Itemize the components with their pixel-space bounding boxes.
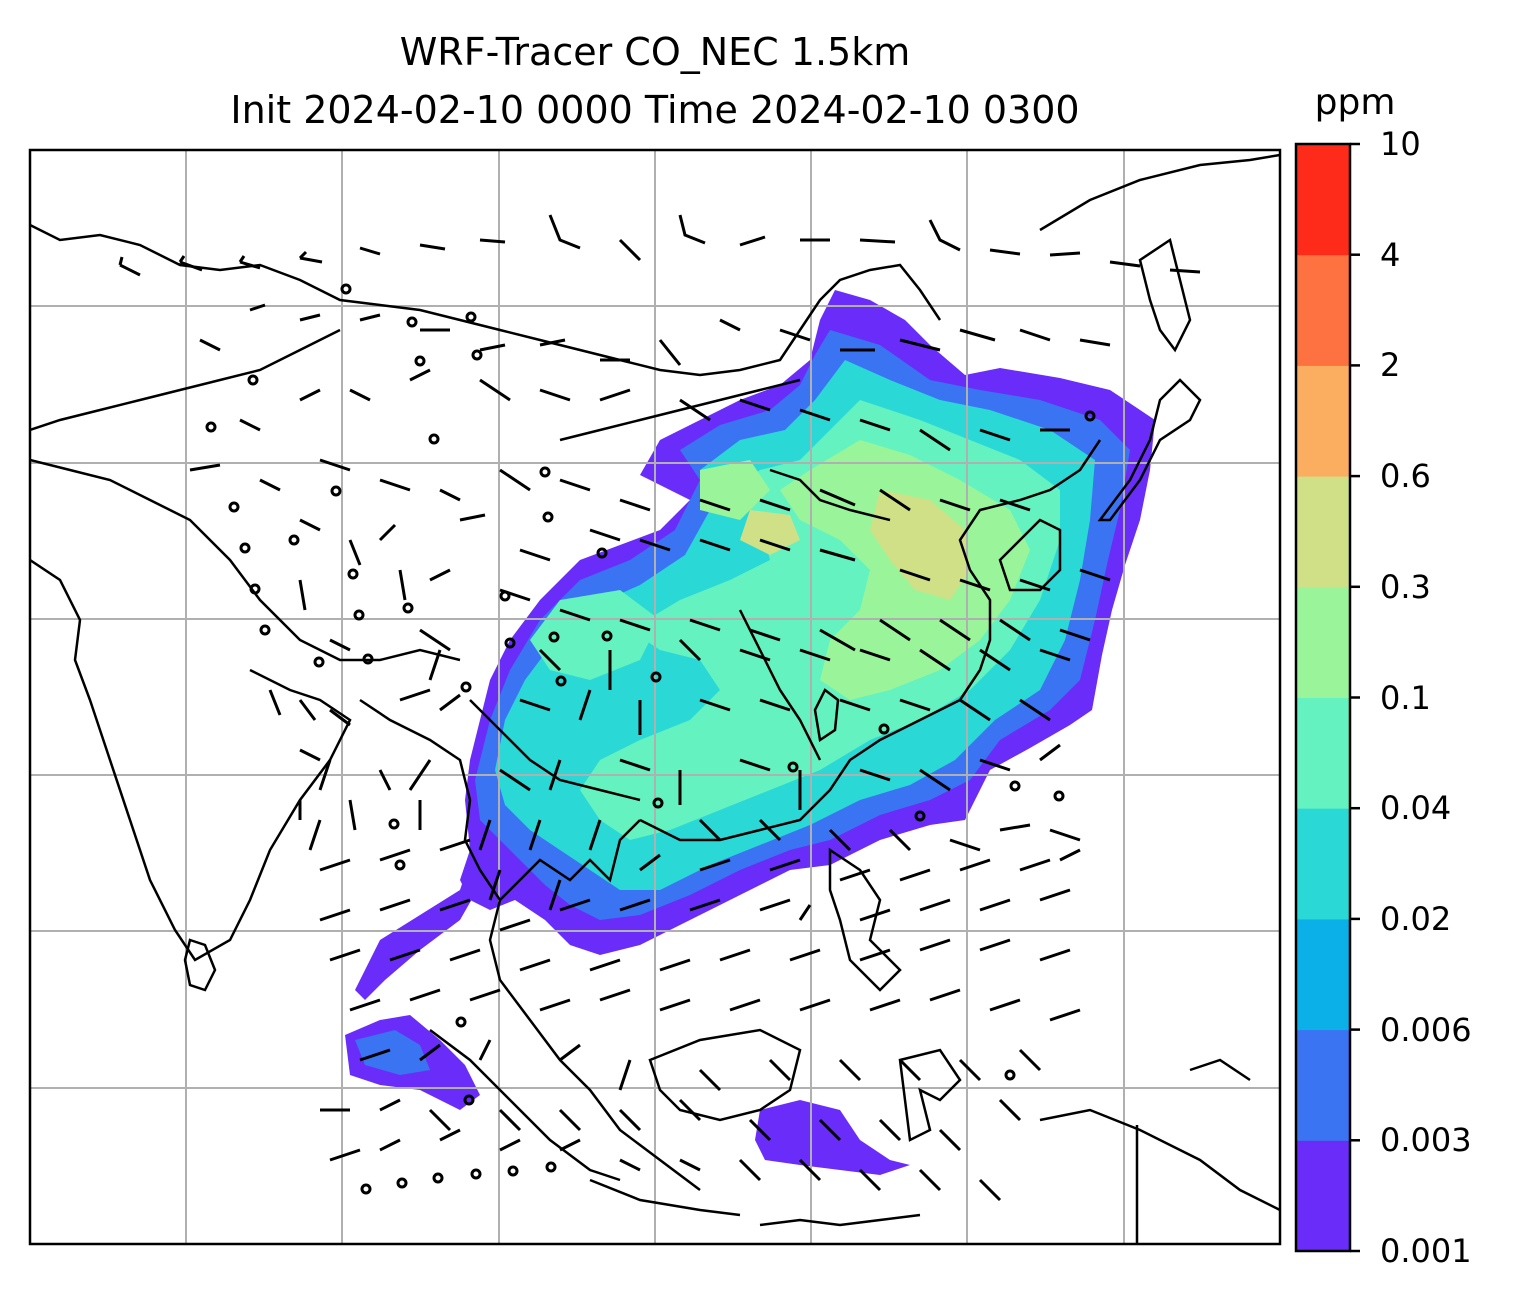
map-title: WRF-Tracer CO_NEC 1.5km xyxy=(399,30,911,74)
colorbar-segment xyxy=(1296,808,1350,920)
colorbar-unit: ppm xyxy=(1314,82,1396,123)
colorbar-segment xyxy=(1296,254,1350,366)
colorbar-segment xyxy=(1296,1029,1350,1141)
colorbar-segment xyxy=(1296,918,1350,1031)
colorbar-segment xyxy=(1296,365,1350,477)
calm-markers xyxy=(205,283,1096,1195)
colorbar-tick-label: 0.04 xyxy=(1380,789,1452,828)
colorbar-tick-label: 0.003 xyxy=(1380,1121,1472,1160)
colorbar-segment xyxy=(1296,1140,1350,1252)
colorbar-tick-label: 4 xyxy=(1380,235,1401,274)
colorbar-tick-label: 0.006 xyxy=(1380,1010,1472,1049)
map-frame xyxy=(28,148,1282,1246)
colorbar-tick-label: 2 xyxy=(1380,346,1401,385)
concentration-field xyxy=(345,290,1155,1175)
colorbar-tick-label: 0.1 xyxy=(1380,678,1431,717)
colorbar-segment xyxy=(1296,586,1350,698)
colorbar-tick-label: 0.6 xyxy=(1380,457,1431,496)
map-subtitle: Init 2024-02-10 0000 Time 2024-02-10 030… xyxy=(230,88,1080,132)
colorbar-tick-label: 0.3 xyxy=(1380,567,1431,606)
colorbar-segment xyxy=(1296,144,1350,256)
wind-barbs xyxy=(118,214,1201,1202)
colorbar-tick-label: 10 xyxy=(1380,125,1421,163)
colorbar-tick-label: 0.001 xyxy=(1380,1232,1472,1270)
colorbar-tick-label: 0.02 xyxy=(1380,899,1452,938)
colorbar-segment xyxy=(1296,476,1350,588)
colorbar xyxy=(1294,142,1360,1253)
colorbar-segment xyxy=(1296,697,1350,809)
